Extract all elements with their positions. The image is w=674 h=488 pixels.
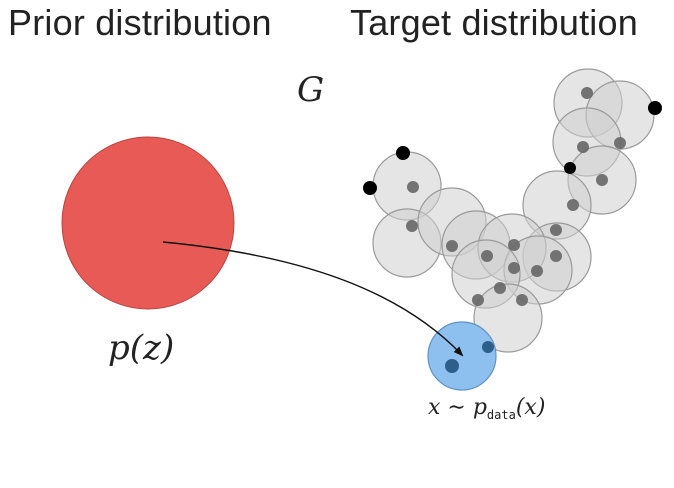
sample-expression-label: x ∼ pdata(x) <box>428 395 545 422</box>
cluster-dot <box>472 294 484 306</box>
prior-circle <box>61 136 235 310</box>
outlier-dots <box>363 101 662 195</box>
cluster-dot <box>581 87 593 99</box>
cluster-dot <box>508 262 520 274</box>
sample-dots <box>445 341 494 373</box>
outlier-dot <box>648 101 662 115</box>
target-cluster <box>372 68 655 353</box>
cluster-dot <box>531 265 543 277</box>
sample-dot <box>482 341 494 353</box>
sample-expression-subscript: data <box>486 408 516 422</box>
sample-expression-suffix: (x) <box>515 395 546 420</box>
prior-expression-label: p(z) <box>108 328 175 368</box>
prior-distribution-heading: Prior distribution <box>8 2 272 43</box>
cluster-dot <box>446 240 458 252</box>
cluster-dot <box>406 220 418 232</box>
target-distribution-heading: Target distribution <box>350 2 638 43</box>
cluster-dot <box>494 282 506 294</box>
cluster-dot <box>577 141 589 153</box>
sample-expression-prefix: x ∼ p <box>428 395 487 420</box>
outlier-dot <box>564 162 576 174</box>
cluster-dot <box>596 174 608 186</box>
cluster-dot <box>567 199 579 211</box>
outlier-dot <box>396 146 410 160</box>
outlier-dot <box>363 181 377 195</box>
cluster-dot <box>614 137 626 149</box>
cluster-dots <box>406 87 626 306</box>
generator-arrow <box>162 241 464 357</box>
generator-label: G <box>297 70 325 110</box>
cluster-dot <box>508 239 520 251</box>
sample-dot <box>445 359 459 373</box>
cluster-dot <box>516 294 528 306</box>
cluster-dot <box>550 224 562 236</box>
cluster-dot <box>550 250 562 262</box>
cluster-dot <box>407 181 419 193</box>
cluster-dot <box>481 250 493 262</box>
